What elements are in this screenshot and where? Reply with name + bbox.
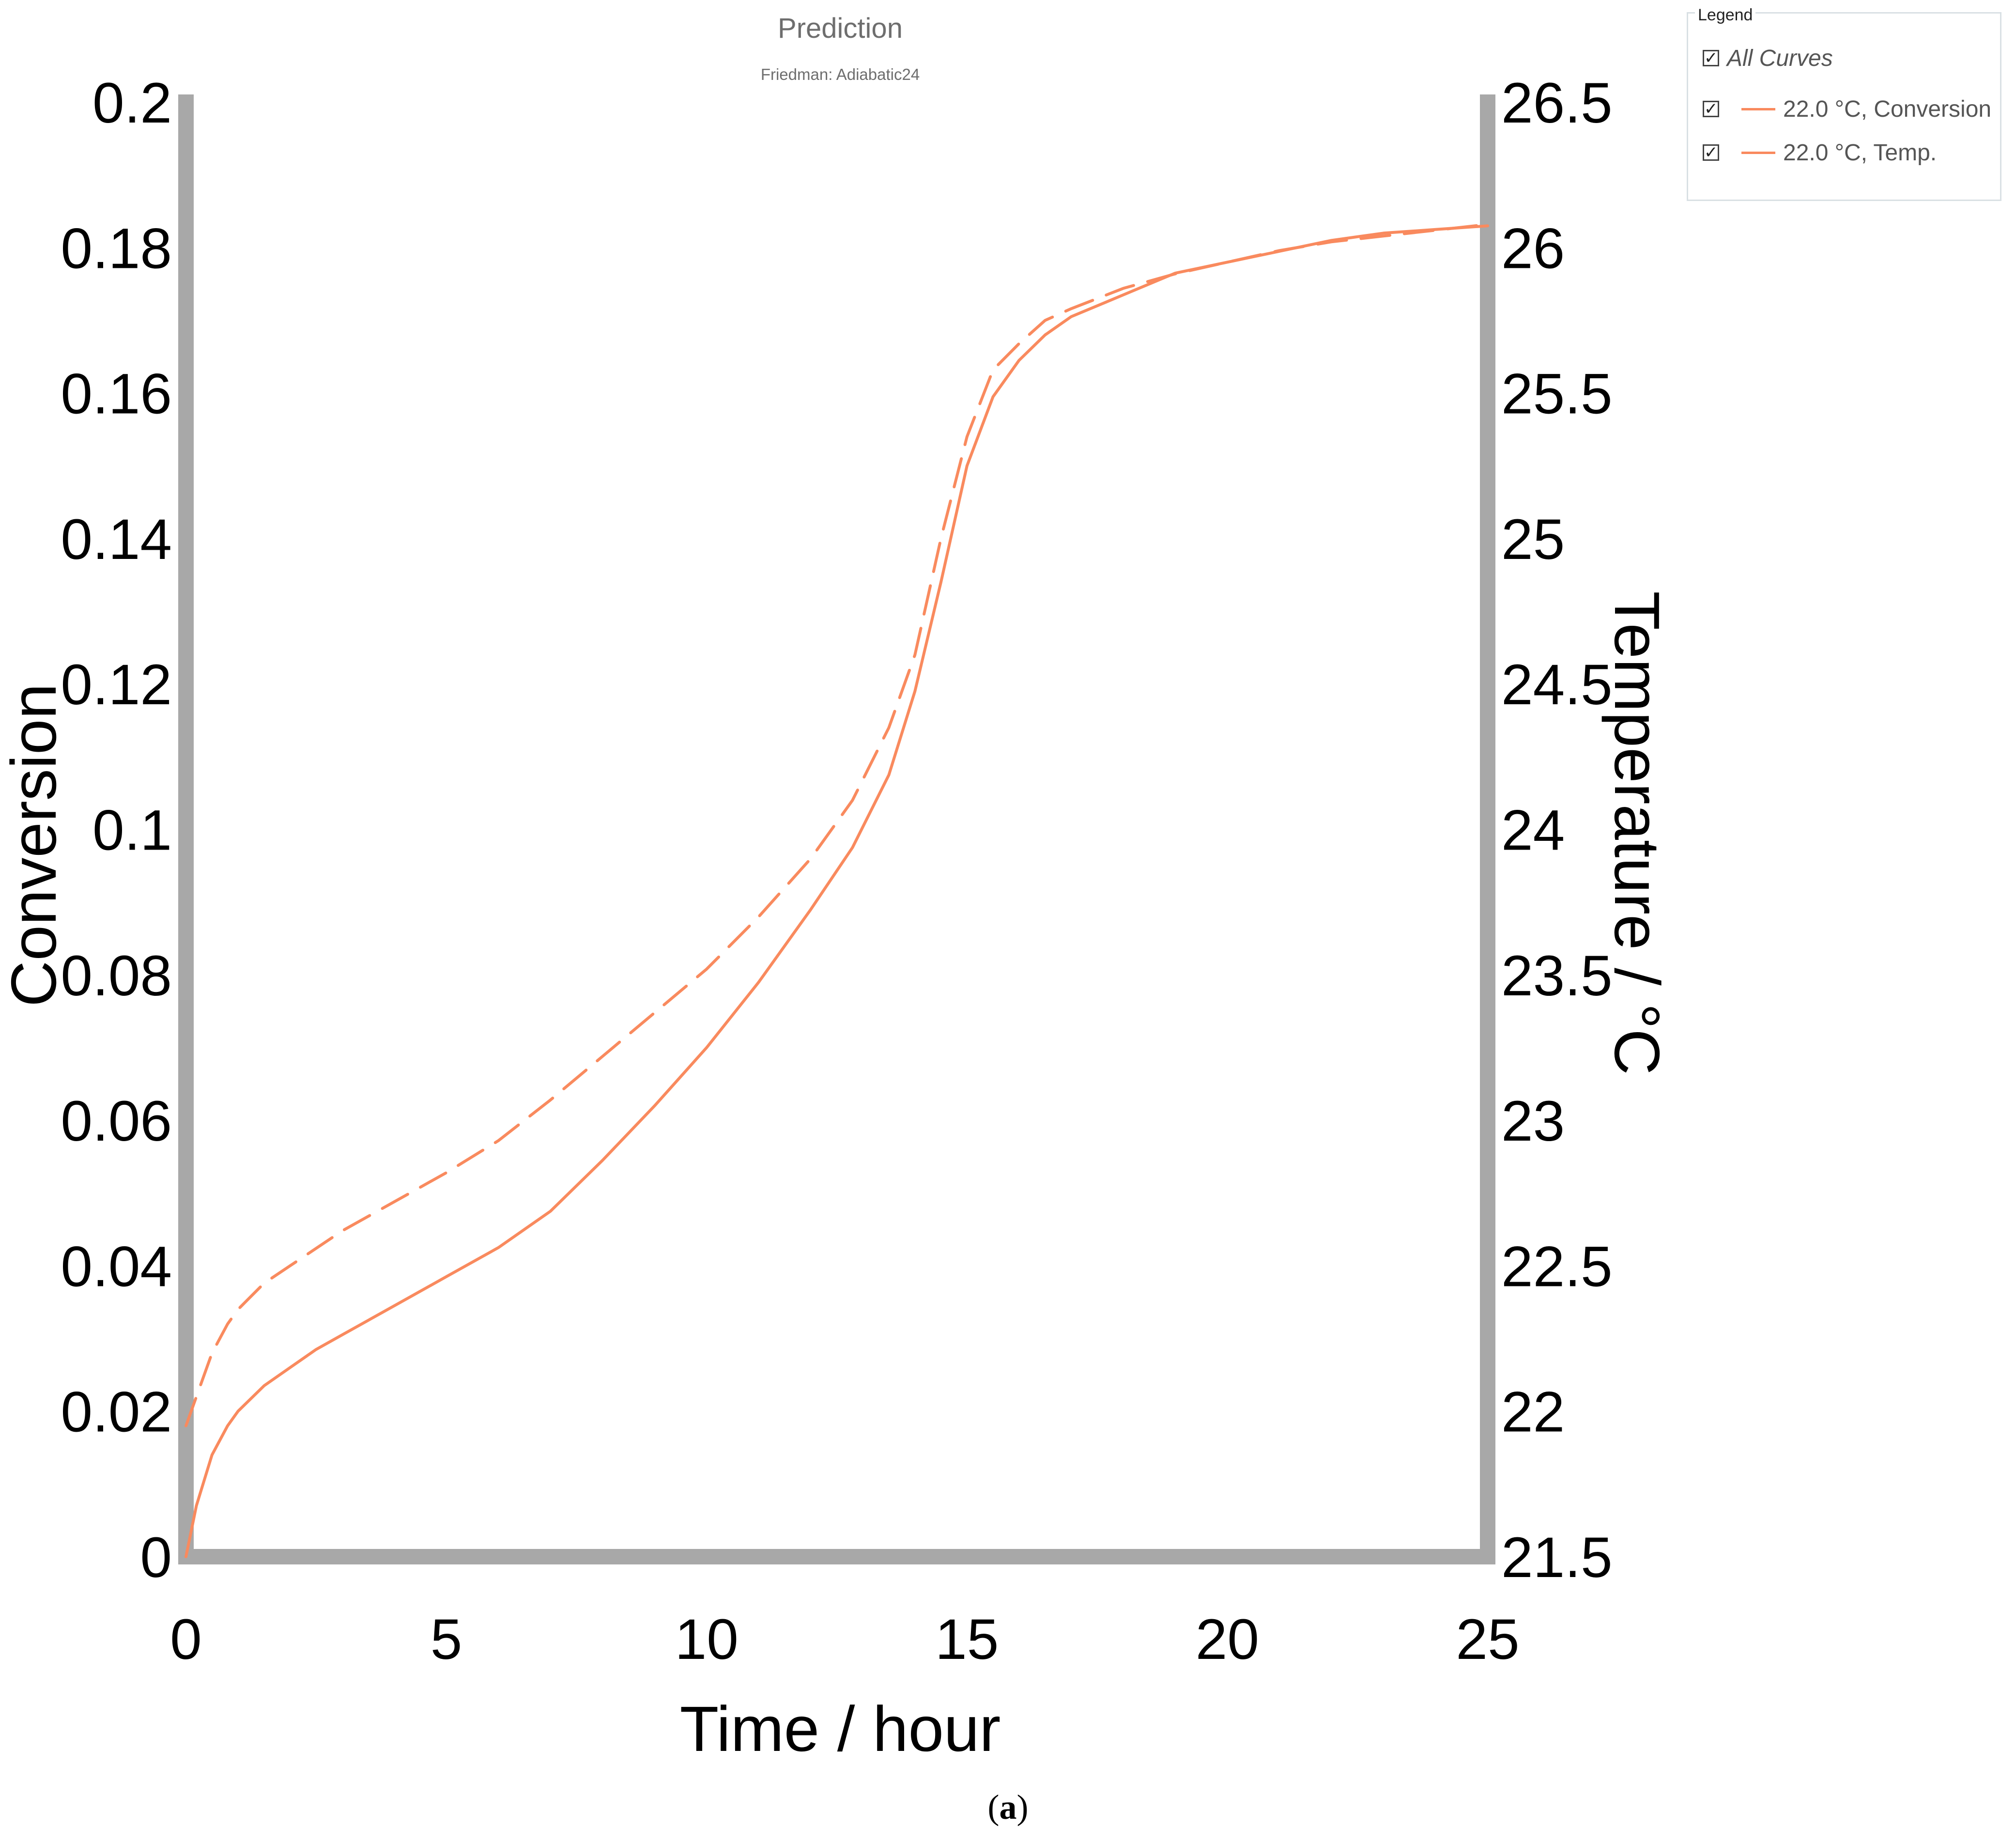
y-tick-left-0: 0: [140, 1526, 172, 1590]
y-tick-left-10: 0.2: [92, 71, 172, 135]
y-tick-left-2: 0.04: [61, 1235, 172, 1299]
y-tick-left-9: 0.18: [61, 217, 172, 280]
y-axis-title-right: Temperature / °C: [1601, 591, 1673, 1075]
temp-checkbox[interactable]: ✓: [1703, 144, 1719, 161]
legend-row-temp[interactable]: ✓ 22.0 °C, Temp.: [1703, 137, 1937, 168]
chart-subtitle: Friedman: Adiabatic24: [761, 65, 920, 83]
left-axis-bar: [178, 94, 194, 1564]
conversion-checkbox[interactable]: ✓: [1703, 101, 1719, 117]
figure-caption: (a): [0, 1787, 2016, 1827]
y-tick-right-3: 23: [1501, 1089, 1565, 1153]
conversion-label: 22.0 °C, Conversion: [1783, 96, 1992, 122]
y-tick-right-9: 26: [1501, 217, 1565, 280]
y-axis-ticks-right: 21.5 22 22.5 23 23.5 24 24.5 25 25.5 26 26.5: [1501, 71, 1613, 1590]
y-tick-right-2: 22.5: [1501, 1235, 1613, 1299]
caption-letter: a: [999, 1788, 1017, 1826]
y-tick-right-10: 26.5: [1501, 71, 1613, 135]
y-tick-left-5: 0.1: [92, 799, 172, 863]
series-line-conversion: [185, 224, 1489, 1558]
chart-title: Prediction: [778, 13, 903, 44]
caption-open: (: [987, 1788, 1000, 1826]
right-axis-bar: [1480, 94, 1495, 1564]
all-curves-label: All Curves: [1727, 45, 1833, 71]
x-axis-title: Time / hour: [680, 1693, 1001, 1764]
y-tick-right-8: 25.5: [1501, 362, 1613, 426]
x-tick-3: 15: [935, 1608, 999, 1671]
y-tick-right-5: 24: [1501, 799, 1565, 863]
x-tick-4: 20: [1196, 1608, 1259, 1671]
conversion-line-swatch: [1741, 108, 1775, 110]
y-tick-right-0: 21.5: [1501, 1526, 1613, 1590]
legend-row-conversion[interactable]: ✓ 22.0 °C, Conversion: [1703, 93, 1991, 124]
y-tick-right-6: 24.5: [1501, 653, 1613, 717]
series-line-temperature: [185, 223, 1489, 1427]
temp-line-swatch: [1741, 151, 1775, 154]
bottom-axis-bar: [178, 1549, 1495, 1564]
y-tick-left-1: 0.02: [61, 1380, 172, 1444]
y-tick-left-4: 0.08: [61, 944, 172, 1008]
caption-close: ): [1016, 1788, 1029, 1826]
legend: Legend ✓ All Curves ✓ 22.0 °C, Conversio…: [1687, 6, 2001, 201]
legend-caption: Legend: [1695, 6, 1756, 25]
x-tick-2: 10: [675, 1608, 739, 1671]
series-group: [185, 223, 1489, 1558]
y-tick-right-1: 22: [1501, 1380, 1565, 1444]
y-tick-right-7: 25: [1501, 508, 1565, 572]
x-axis-ticks: 0 5 10 15 20 25: [170, 1608, 1519, 1671]
axes: [178, 94, 1495, 1564]
y-tick-left-8: 0.16: [61, 362, 172, 426]
y-axis-ticks-left: 0 0.02 0.04 0.06 0.08 0.1 0.12 0.14 0.16 0.18 0.2: [61, 71, 172, 1590]
y-tick-left-7: 0.14: [61, 508, 172, 572]
x-tick-5: 25: [1456, 1608, 1519, 1671]
all-curves-checkbox[interactable]: ✓: [1703, 50, 1719, 66]
y-tick-right-4: 23.5: [1501, 944, 1613, 1008]
temp-label: 22.0 °C, Temp.: [1783, 139, 1937, 166]
legend-row-all-curves[interactable]: ✓ All Curves: [1703, 43, 1833, 74]
y-axis-title-left: Conversion: [0, 683, 69, 1007]
x-tick-0: 0: [170, 1608, 202, 1671]
y-tick-left-6: 0.12: [61, 653, 172, 717]
x-tick-1: 5: [431, 1608, 462, 1671]
y-tick-left-3: 0.06: [61, 1089, 172, 1153]
